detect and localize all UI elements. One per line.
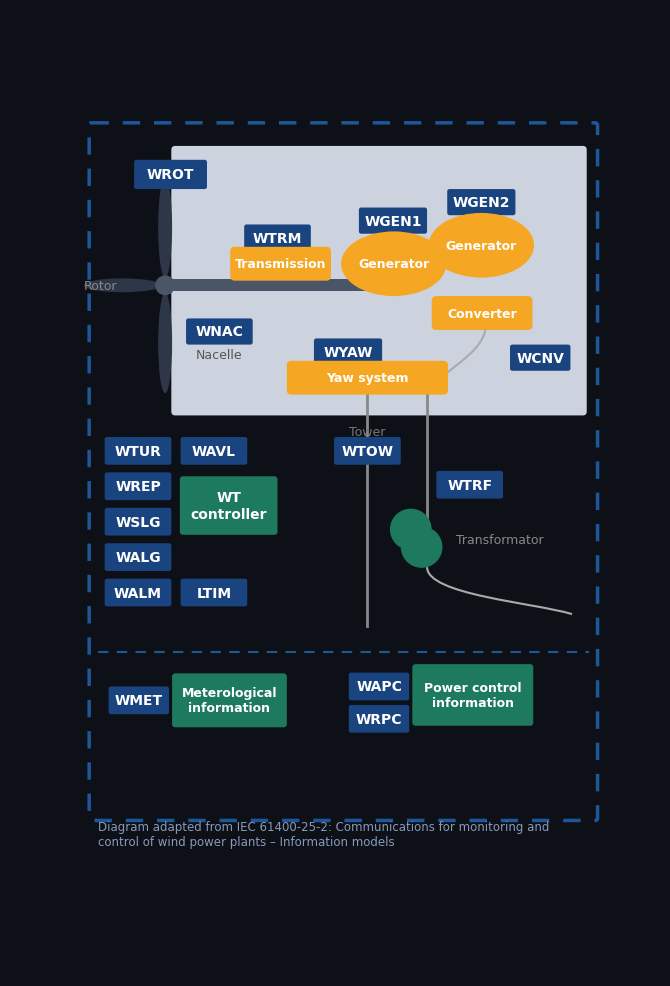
- Text: WAPC: WAPC: [356, 679, 402, 694]
- Text: Transformator: Transformator: [456, 533, 543, 546]
- FancyBboxPatch shape: [109, 687, 169, 715]
- FancyBboxPatch shape: [510, 345, 570, 372]
- Text: Nacelle: Nacelle: [196, 349, 243, 362]
- Text: Power control
information: Power control information: [424, 681, 521, 709]
- Text: WALG: WALG: [115, 550, 161, 565]
- FancyBboxPatch shape: [287, 362, 448, 395]
- FancyBboxPatch shape: [436, 471, 503, 499]
- FancyBboxPatch shape: [181, 438, 247, 465]
- Text: Converter: Converter: [448, 308, 517, 320]
- Circle shape: [156, 277, 174, 295]
- FancyBboxPatch shape: [186, 319, 253, 345]
- Text: WMET: WMET: [115, 693, 163, 708]
- Text: WTRF: WTRF: [447, 478, 492, 492]
- FancyBboxPatch shape: [448, 190, 515, 216]
- Text: Generator: Generator: [446, 240, 517, 252]
- Text: Diagram adapted from IEC 61400-25-2: Communications for monitoring and
control o: Diagram adapted from IEC 61400-25-2: Com…: [98, 819, 549, 848]
- Text: WCNV: WCNV: [517, 351, 564, 365]
- FancyBboxPatch shape: [180, 477, 277, 535]
- Ellipse shape: [158, 178, 172, 278]
- Text: Tower: Tower: [349, 426, 386, 439]
- FancyBboxPatch shape: [105, 509, 172, 536]
- Circle shape: [401, 528, 442, 568]
- Text: WTOW: WTOW: [342, 445, 393, 458]
- Text: WROT: WROT: [147, 169, 194, 182]
- Circle shape: [391, 510, 431, 550]
- FancyBboxPatch shape: [134, 161, 207, 190]
- Text: WSLG: WSLG: [115, 515, 161, 529]
- FancyBboxPatch shape: [105, 473, 172, 501]
- FancyBboxPatch shape: [181, 579, 247, 606]
- Text: Meterological
information: Meterological information: [182, 686, 277, 715]
- FancyBboxPatch shape: [230, 247, 331, 281]
- Text: WGEN2: WGEN2: [452, 196, 510, 210]
- FancyBboxPatch shape: [334, 438, 401, 465]
- Text: WALM: WALM: [114, 586, 162, 599]
- Text: WAVL: WAVL: [192, 445, 236, 458]
- Text: Yaw system: Yaw system: [326, 372, 409, 385]
- Text: Generator: Generator: [358, 258, 429, 271]
- Text: WTRM: WTRM: [253, 232, 302, 246]
- Text: WTUR: WTUR: [115, 445, 161, 458]
- FancyBboxPatch shape: [105, 438, 172, 465]
- Text: WT
controller: WT controller: [190, 491, 267, 521]
- Text: WRPC: WRPC: [356, 712, 402, 726]
- Ellipse shape: [429, 214, 534, 278]
- FancyBboxPatch shape: [165, 280, 390, 292]
- Ellipse shape: [158, 294, 172, 393]
- Text: LTIM: LTIM: [196, 586, 232, 599]
- Text: Rotor: Rotor: [84, 279, 117, 293]
- Text: WREP: WREP: [115, 480, 161, 494]
- FancyBboxPatch shape: [105, 579, 172, 606]
- Ellipse shape: [84, 279, 161, 293]
- FancyBboxPatch shape: [172, 673, 287, 728]
- FancyBboxPatch shape: [314, 339, 382, 365]
- FancyBboxPatch shape: [359, 208, 427, 235]
- Ellipse shape: [341, 232, 446, 297]
- FancyBboxPatch shape: [349, 672, 409, 701]
- FancyBboxPatch shape: [431, 297, 533, 330]
- Text: Transmission: Transmission: [235, 258, 326, 271]
- Text: WGEN1: WGEN1: [364, 214, 421, 229]
- Text: WYAW: WYAW: [324, 345, 373, 359]
- Text: WNAC: WNAC: [196, 325, 243, 339]
- FancyBboxPatch shape: [105, 543, 172, 572]
- FancyBboxPatch shape: [172, 147, 587, 416]
- FancyBboxPatch shape: [349, 705, 409, 733]
- FancyBboxPatch shape: [244, 225, 311, 251]
- FancyBboxPatch shape: [412, 665, 533, 726]
